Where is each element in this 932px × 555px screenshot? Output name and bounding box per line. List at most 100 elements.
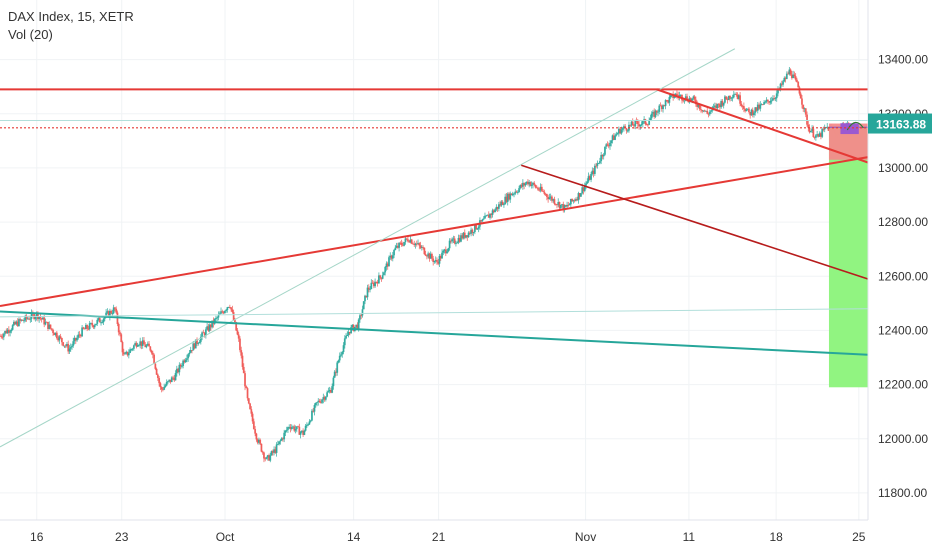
candle-body bbox=[463, 232, 466, 238]
candle-body bbox=[111, 313, 114, 315]
candle-body bbox=[520, 184, 523, 187]
candle-body bbox=[218, 313, 221, 315]
candle-body bbox=[419, 245, 422, 248]
candle-body bbox=[490, 213, 493, 215]
candle-body bbox=[807, 124, 810, 128]
candle-body bbox=[18, 319, 20, 326]
position-tool[interactable] bbox=[828, 121, 868, 388]
candle-body bbox=[208, 324, 211, 331]
candle-body bbox=[226, 307, 229, 311]
candle-body bbox=[448, 240, 451, 249]
candle-body bbox=[371, 282, 374, 284]
candle-body bbox=[39, 317, 42, 319]
candle-body bbox=[252, 421, 255, 430]
candle-body bbox=[556, 204, 558, 206]
candle-body bbox=[496, 206, 499, 209]
candle-body bbox=[247, 398, 250, 404]
x-tick-label: 21 bbox=[432, 530, 446, 544]
candle-body bbox=[626, 130, 629, 132]
candle-body bbox=[563, 205, 566, 211]
candle-body bbox=[303, 430, 306, 435]
candle-body bbox=[149, 346, 152, 351]
candle-body bbox=[443, 249, 446, 251]
candle-body bbox=[317, 400, 320, 403]
candle-body bbox=[698, 104, 701, 110]
candle-body bbox=[652, 111, 654, 114]
candle-body bbox=[567, 204, 570, 206]
candle-body bbox=[92, 325, 95, 328]
candle-body bbox=[96, 319, 99, 324]
candle-body bbox=[540, 186, 543, 191]
candle-body bbox=[749, 111, 752, 116]
candle-body bbox=[201, 332, 203, 337]
candle-body bbox=[424, 254, 427, 256]
candle-body bbox=[826, 126, 829, 128]
candle-body bbox=[119, 332, 121, 335]
candle-body bbox=[14, 321, 17, 325]
candle-body bbox=[356, 324, 359, 329]
candle-body bbox=[318, 400, 321, 403]
candle-body bbox=[202, 332, 205, 334]
candle-body bbox=[49, 324, 52, 329]
candle-body bbox=[307, 424, 310, 426]
candle-body bbox=[342, 345, 345, 353]
candle-body bbox=[679, 94, 682, 96]
candle-body bbox=[718, 104, 721, 108]
candle-body bbox=[754, 107, 757, 113]
candle-body bbox=[115, 308, 118, 313]
candle-body bbox=[500, 201, 503, 206]
candle-body bbox=[170, 377, 173, 383]
candle-body bbox=[125, 351, 128, 354]
candle-body bbox=[706, 110, 709, 114]
candle-body bbox=[664, 100, 667, 106]
candle-body bbox=[797, 81, 800, 88]
candle-body bbox=[643, 119, 646, 121]
candle-body bbox=[547, 196, 550, 200]
candle-body bbox=[764, 101, 767, 103]
candle-body bbox=[602, 154, 605, 157]
candle-body bbox=[524, 183, 527, 186]
candle-body bbox=[437, 261, 440, 264]
candle-body bbox=[715, 105, 717, 109]
candle-body bbox=[746, 108, 749, 110]
candle-body bbox=[470, 229, 472, 234]
candle-body bbox=[557, 202, 560, 205]
candle-body bbox=[497, 204, 500, 209]
candle-body bbox=[701, 109, 704, 112]
candle-body bbox=[207, 326, 210, 331]
candle-body bbox=[246, 388, 249, 399]
candle-body bbox=[808, 127, 811, 133]
candle-body bbox=[575, 199, 577, 201]
candle-body bbox=[523, 182, 526, 186]
symbol-legend[interactable]: DAX Index, 15, XETR bbox=[8, 9, 134, 24]
candle-body bbox=[110, 310, 113, 314]
candle-body bbox=[631, 121, 634, 126]
candle-body bbox=[53, 333, 56, 336]
candle-body bbox=[583, 185, 586, 191]
candle-body bbox=[614, 135, 616, 140]
candle-body bbox=[697, 104, 700, 107]
candle-body bbox=[486, 214, 489, 216]
candle-body bbox=[420, 247, 423, 248]
candle-body bbox=[593, 165, 596, 174]
candle-body bbox=[235, 322, 238, 331]
candle-body bbox=[647, 124, 649, 126]
candle-body bbox=[814, 135, 817, 138]
volume-legend[interactable]: Vol (20) bbox=[8, 27, 53, 42]
candle-body bbox=[221, 311, 224, 313]
candle-body bbox=[431, 253, 433, 259]
candle-body bbox=[621, 128, 624, 130]
candle-body bbox=[408, 241, 411, 243]
candle-body bbox=[91, 323, 94, 326]
trend-lines[interactable] bbox=[0, 48, 869, 448]
candle-body bbox=[355, 324, 358, 327]
candle-body bbox=[506, 193, 509, 202]
x-tick-label: Oct bbox=[216, 530, 235, 544]
candle-body bbox=[527, 181, 529, 185]
candle-body bbox=[276, 444, 279, 445]
candle-body bbox=[112, 307, 115, 314]
candle-body bbox=[83, 328, 86, 330]
